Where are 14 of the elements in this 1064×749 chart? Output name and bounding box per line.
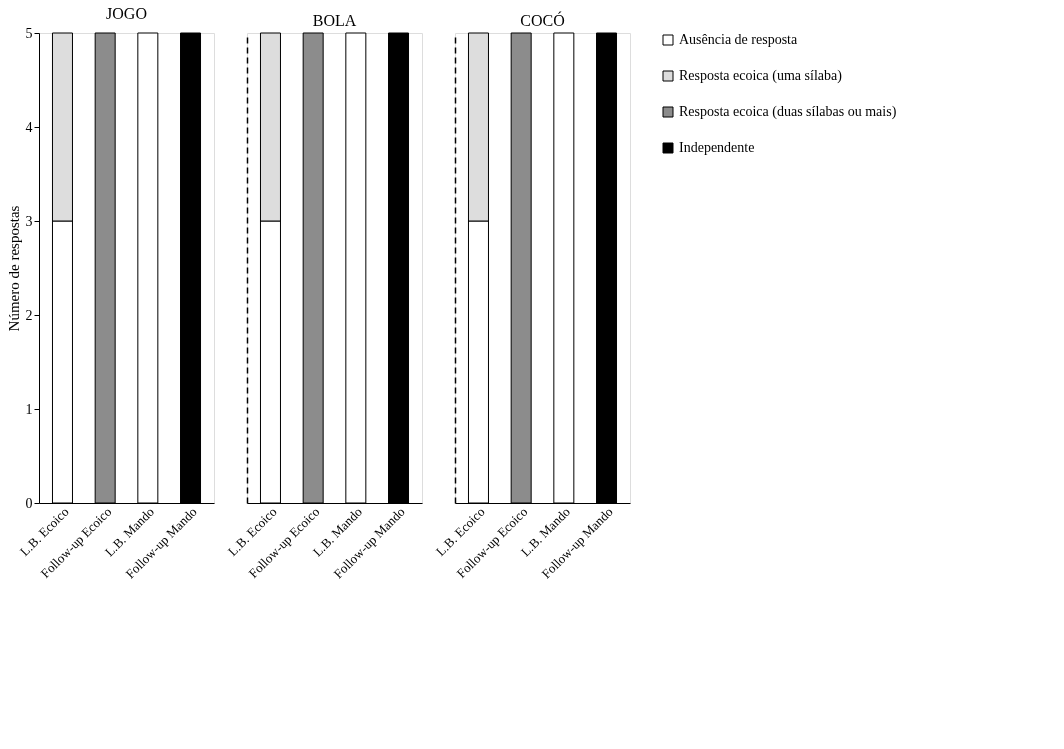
- chart-title: COCÓ: [520, 10, 565, 29]
- y-tick-label: 2: [25, 307, 33, 323]
- legend-label: Resposta ecoica (uma sílaba): [679, 68, 843, 84]
- legend-label: Ausência de resposta: [679, 32, 798, 47]
- y-tick-label: 5: [25, 25, 33, 41]
- chart-title: JOGO: [106, 5, 147, 22]
- legend-label: Resposta ecoica (duas sílabas ou mais): [679, 104, 897, 120]
- y-tick-label: 1: [25, 401, 33, 417]
- y-axis-title: Número de respostas: [5, 205, 22, 332]
- chart-title: BOLA: [312, 11, 357, 29]
- legend-label: Independente: [679, 140, 755, 155]
- y-tick-label: 0: [25, 495, 33, 511]
- y-tick-label: 4: [25, 119, 33, 135]
- y-tick-label: 3: [25, 213, 33, 229]
